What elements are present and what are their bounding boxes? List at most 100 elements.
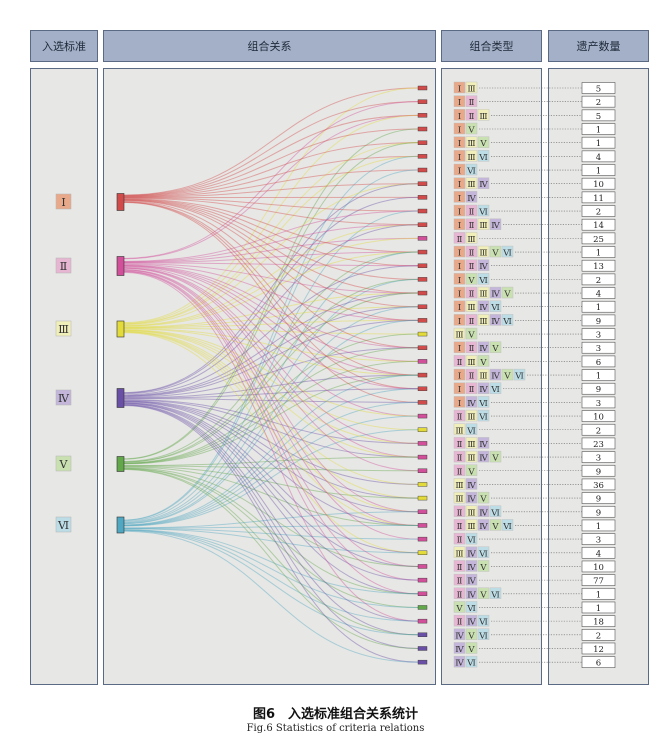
relation-link	[123, 388, 419, 399]
type-badge	[453, 136, 466, 148]
type-badge	[453, 109, 466, 121]
type-label: Ⅴ	[503, 290, 511, 300]
count-label: 18	[593, 618, 604, 628]
relation-link	[123, 527, 419, 540]
relation-link	[123, 265, 419, 396]
type-label: Ⅳ	[479, 303, 488, 313]
count-label: 1	[596, 372, 601, 382]
relation-link	[123, 529, 419, 608]
relation-link	[123, 404, 419, 636]
combination-node	[417, 154, 428, 159]
type-badge	[453, 532, 466, 545]
relation-link	[123, 87, 419, 323]
relation-link	[123, 405, 419, 663]
count-label: 13	[593, 262, 604, 272]
type-label: Ⅲ	[467, 508, 475, 518]
type-label: Ⅳ	[479, 180, 488, 190]
count-label: 10	[593, 180, 604, 190]
type-badge	[465, 546, 478, 558]
type-label: Ⅴ	[503, 372, 511, 382]
count-label: 10	[593, 413, 604, 423]
relation-link	[123, 374, 419, 526]
count-box	[581, 628, 616, 641]
type-label: Ⅱ	[469, 249, 475, 259]
relation-link	[123, 319, 419, 329]
type-badge	[453, 355, 466, 367]
type-label: Ⅴ	[467, 331, 475, 341]
count-box	[581, 109, 616, 122]
type-label: Ⅲ	[479, 112, 487, 122]
type-label: Ⅲ	[455, 331, 463, 341]
type-badge	[465, 327, 478, 340]
header-criteria-label: 入选标准	[42, 40, 86, 53]
relation-link	[123, 388, 419, 526]
type-label: Ⅰ	[458, 139, 461, 149]
count-box	[581, 95, 616, 108]
relation-link	[123, 266, 419, 417]
count-box	[581, 123, 616, 135]
criterion-badge	[55, 193, 72, 210]
criterion-badge	[55, 516, 72, 533]
count-label: 9	[596, 385, 601, 395]
relation-link	[123, 331, 419, 499]
type-label: Ⅵ	[490, 385, 500, 395]
criterion-label: Ⅲ	[58, 323, 69, 336]
relation-link	[123, 271, 419, 595]
type-badge	[489, 382, 502, 394]
type-label: Ⅴ	[467, 467, 475, 477]
relation-link	[123, 114, 419, 260]
relation-link	[123, 347, 419, 398]
type-badge	[489, 218, 502, 230]
type-badge	[477, 286, 490, 299]
count-box	[581, 410, 616, 422]
count-label: 36	[593, 481, 604, 491]
count-label: 3	[596, 344, 601, 354]
header-types: 组合类型	[441, 30, 542, 62]
type-badge	[489, 314, 502, 326]
relation-link	[123, 403, 419, 595]
relation-link	[123, 265, 419, 390]
type-badge	[465, 163, 478, 176]
type-label: Ⅵ	[478, 413, 488, 423]
type-badge	[465, 478, 478, 490]
type-badge	[465, 437, 478, 449]
type-badge	[489, 450, 502, 463]
type-badge	[477, 177, 490, 189]
type-label: Ⅱ	[457, 467, 463, 477]
type-label: Ⅳ	[467, 481, 476, 491]
type-label: Ⅰ	[458, 344, 461, 354]
count-label: 11	[593, 194, 604, 204]
relation-link	[123, 87, 419, 196]
count-box	[581, 587, 616, 600]
type-badge	[453, 450, 466, 463]
relation-link	[123, 319, 419, 397]
type-badge	[453, 560, 466, 572]
type-label: Ⅲ	[467, 454, 475, 464]
relation-link	[123, 201, 419, 390]
combination-node	[417, 550, 428, 555]
combination-node	[417, 427, 428, 432]
type-label: Ⅲ	[467, 358, 475, 368]
type-badge	[465, 122, 478, 135]
count-box	[581, 259, 616, 272]
relation-link	[123, 530, 419, 663]
type-label: Ⅱ	[469, 221, 475, 231]
type-badge	[465, 95, 478, 107]
type-badge	[453, 505, 466, 517]
combination-node	[417, 646, 428, 651]
count-label: 3	[596, 454, 601, 464]
type-badge	[501, 368, 514, 381]
count-label: 2	[596, 98, 601, 108]
type-badge	[465, 232, 478, 244]
type-badge	[453, 95, 466, 107]
type-label: Ⅳ	[491, 317, 500, 327]
type-badge	[477, 382, 490, 394]
combination-node	[417, 564, 428, 569]
type-label: Ⅵ	[490, 303, 500, 313]
type-badge	[453, 464, 466, 476]
figure-caption-en: Fig.6 Statistics of criteria relations	[246, 723, 425, 734]
combination-node	[417, 482, 428, 487]
type-label: Ⅳ	[491, 290, 500, 300]
type-label: Ⅵ	[490, 508, 500, 518]
relation-link	[123, 465, 419, 472]
